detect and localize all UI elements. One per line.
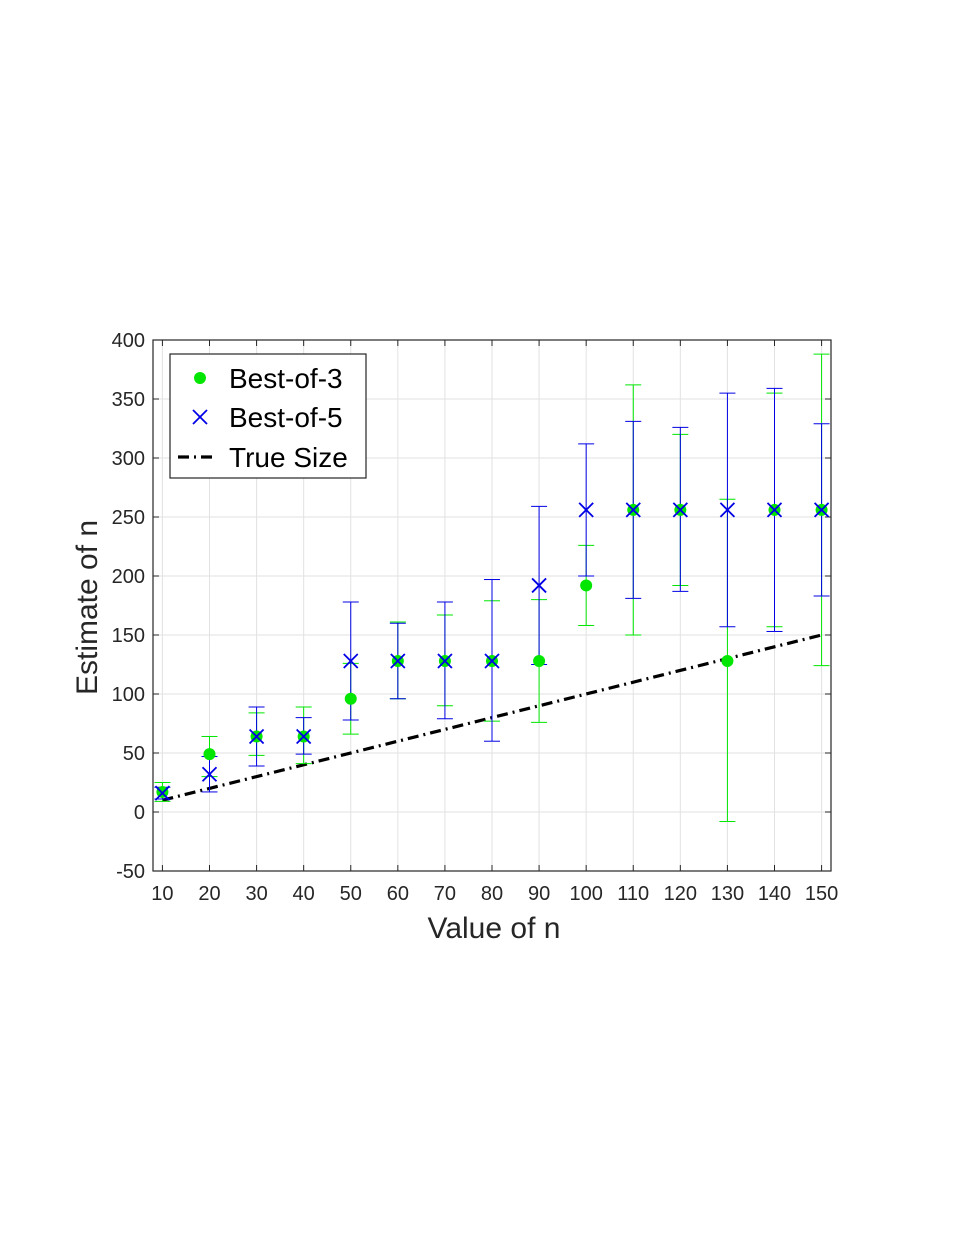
best-of-5-point: [343, 653, 359, 669]
x-tick-label: 60: [387, 883, 409, 905]
best-of-5-markers: [154, 502, 830, 801]
x-axis-label: Value of n: [428, 912, 561, 945]
legend-label-2: True Size: [229, 442, 348, 473]
best-of-5-point-stroke: [154, 785, 171, 801]
best-of-5-point: [813, 502, 830, 518]
best-of-5-point: [248, 728, 265, 745]
best-of-5-point-stroke: [343, 653, 359, 669]
best-of-5-point-stroke: [766, 502, 783, 518]
x-tick-label: 90: [528, 883, 550, 905]
best-of-5-point: [484, 653, 500, 669]
y-tick-label: 100: [112, 684, 145, 706]
x-tick-label: 120: [664, 883, 697, 905]
legend-swatch-best-of-3: [194, 372, 206, 384]
best-of-3-point: [721, 654, 734, 667]
y-tick-label: 150: [112, 625, 145, 647]
best-of-5-point-stroke: [578, 502, 594, 518]
x-tick-label: 20: [198, 883, 220, 905]
best-of-5-point: [201, 766, 218, 782]
best-of-5-point-stroke: [813, 502, 830, 518]
y-tick-label: 200: [112, 566, 145, 588]
x-tick-label: 100: [569, 883, 602, 905]
best-of-5-point: [719, 502, 736, 518]
y-tick-label: 250: [112, 507, 145, 529]
x-tick-label: 70: [434, 883, 456, 905]
best-of-5-point-stroke: [719, 502, 736, 518]
best-of-3-point: [344, 692, 357, 705]
best-of-5-point-stroke: [437, 653, 453, 669]
x-tick-label: 40: [293, 883, 315, 905]
y-axis-label: Estimate of n: [71, 520, 104, 695]
legend-swatch-stroke: [192, 409, 208, 425]
x-tick-label: 50: [340, 883, 362, 905]
x-tick-label: 30: [245, 883, 267, 905]
best-of-5-point: [766, 502, 783, 518]
x-tick-label: 110: [617, 883, 649, 905]
x-tick-label: 80: [481, 883, 503, 905]
best-of-5-point-stroke: [531, 577, 547, 594]
legend-swatch-best-of-5: [192, 409, 208, 425]
best-of-3-point: [533, 654, 546, 667]
y-tick-label: 300: [112, 448, 145, 470]
y-tick-label: 400: [112, 330, 145, 352]
best-of-3-point: [580, 579, 593, 592]
best-of-5-point: [578, 502, 594, 518]
y-tick-label: -50: [116, 861, 145, 883]
tick-labels: 10 20 30 40 50 60 70 80 90 100 110 120 130 140 150 -50 0…: [112, 330, 839, 905]
x-tick-label: 130: [711, 883, 744, 905]
legend: Best-of-3 Best-of-5 True Size: [169, 353, 367, 479]
legend-label-0: Best-of-3: [229, 363, 343, 394]
best-of-5-point-stroke: [672, 502, 688, 518]
best-of-3-point: [203, 748, 216, 761]
best-of-5-point-stroke: [296, 728, 312, 745]
best-of-5-point-stroke: [625, 502, 641, 518]
x-tick-label: 140: [758, 883, 791, 905]
plot-frame: [152, 339, 832, 872]
y-tick-label: 50: [123, 743, 145, 765]
best-of-5-point: [672, 502, 688, 518]
best-of-5-point-stroke: [390, 653, 406, 669]
best-of-5-point: [531, 577, 547, 594]
y-tick-label: 350: [112, 389, 145, 411]
best-of-5-point: [625, 502, 641, 518]
best-of-5-point: [437, 653, 453, 669]
best-of-5-point-stroke: [484, 653, 500, 669]
best-of-5-point: [154, 785, 171, 801]
best-of-5-point-stroke: [248, 728, 265, 745]
best-of-5-point: [390, 653, 406, 669]
best-of-5-point-stroke: [201, 766, 218, 782]
y-tick-label: 0: [134, 802, 145, 824]
x-tick-label: 10: [151, 883, 173, 905]
best-of-5-point: [296, 728, 312, 745]
x-tick-label: 150: [805, 883, 838, 905]
legend-label-1: Best-of-5: [229, 402, 343, 433]
